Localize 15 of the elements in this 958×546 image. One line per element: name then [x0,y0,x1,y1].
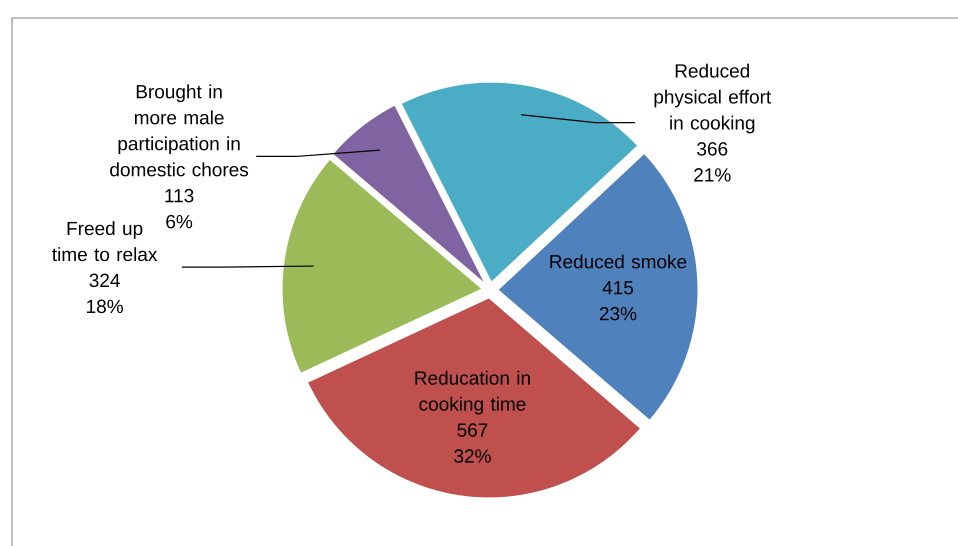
data-label: 113 [165,188,194,202]
data-label: 567 [457,423,488,437]
slice-label: Reduced physical effort in cooking [654,64,772,134]
data-label: 415 [602,281,634,294]
data-label: 324 [89,274,120,288]
slice-label: Reduced smoke [550,254,686,268]
slice-label: Freed up time to relax [52,221,158,262]
text: 23% [600,306,636,320]
data-label: 366 [697,142,728,156]
slice-label: Reducation in cooking time [415,370,530,415]
text: 6% [166,214,192,228]
slice-label: Brought in more male participation in domestic chores [110,84,248,176]
text: 18% [87,300,123,314]
text: 32% [454,449,491,463]
text: 21% [694,168,731,182]
